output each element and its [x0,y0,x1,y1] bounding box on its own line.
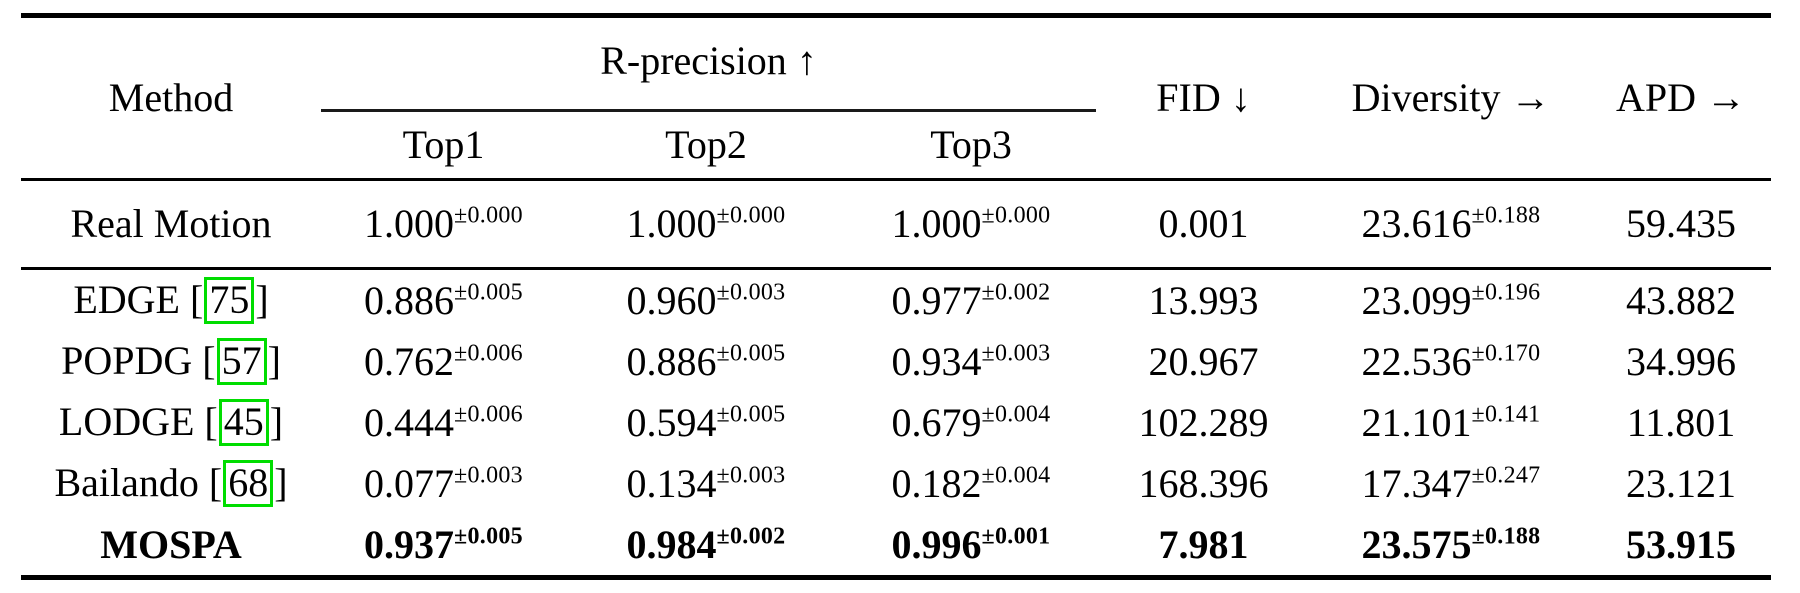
stddev-superscript: ±0.188 [1471,202,1541,229]
cell-top3: 0.996±0.001 [891,521,1051,567]
citation-link[interactable]: 45 [218,399,269,446]
results-table: Method R-precision ↑ FID ↓ Diversity → A… [21,13,1772,580]
cell-diversity: 23.099±0.196 [1361,277,1541,323]
cell-method: EDGE [75] [73,277,269,324]
cell-fid: 168.396 [1138,460,1269,506]
col-header-top2: Top2 [665,122,747,167]
cell-fid: 7.981 [1158,521,1249,567]
stddev-superscript: ±0.006 [454,340,523,367]
method-rows: EDGE [75] 0.886±0.005 0.960±0.003 0.977±0.0… [21,269,1771,578]
cell-top3: 0.679±0.004 [891,399,1051,445]
stddev-superscript: ±0.196 [1471,279,1541,306]
stddev-superscript: ±0.003 [454,462,523,489]
cell-apd: 59.435 [1626,201,1737,246]
cell-fid: 13.993 [1148,277,1259,323]
stddev-superscript: ±0.247 [1471,462,1541,489]
reference-rows: Real Motion 1.000±0.000 1.000±0.000 1.000±0… [21,180,1772,269]
cell-method: Bailando [68] [54,460,288,507]
stddev-superscript: ±0.141 [1471,401,1541,428]
stddev-superscript: ±0.188 [1471,523,1541,550]
col-header-fid: FID ↓ [1156,75,1251,120]
cell-top2: 1.000±0.000 [626,201,786,246]
citation-link[interactable]: 57 [216,338,267,385]
col-header-diversity: Diversity → [1351,75,1551,120]
stddev-superscript: ±0.005 [716,340,786,367]
citation-link[interactable]: 68 [223,460,274,507]
stddev-superscript: ±0.004 [981,462,1051,489]
stddev-superscript: ±0.170 [1471,340,1541,367]
col-header-apd: APD → [1616,75,1747,120]
cell-diversity: 17.347±0.247 [1361,460,1541,506]
table-row-mospa: MOSPA 0.937±0.005 0.984±0.002 0.996±0.001 7.… [21,514,1771,578]
cell-top2: 0.984±0.002 [626,521,786,567]
cell-diversity: 23.616±0.188 [1361,201,1541,246]
table-row-lodge: LODGE [45] 0.444±0.006 0.594±0.005 0.679±0.… [21,392,1771,453]
stddev-superscript: ±0.005 [454,279,523,306]
cell-fid: 20.967 [1148,338,1259,384]
cell-top3: 0.934±0.003 [891,338,1051,384]
cell-diversity: 23.575±0.188 [1361,521,1541,567]
cell-top1: 0.444±0.006 [364,399,523,445]
stddev-superscript: ±0.000 [454,202,523,229]
cell-top1: 1.000±0.000 [364,201,523,246]
stddev-superscript: ±0.002 [981,279,1051,306]
cell-top3: 0.977±0.002 [891,277,1051,323]
cell-top2: 0.960±0.003 [626,277,786,323]
stddev-superscript: ±0.000 [716,202,786,229]
stddev-superscript: ±0.003 [716,279,786,306]
cell-apd: 23.121 [1626,460,1737,506]
table-row-edge: EDGE [75] 0.886±0.005 0.960±0.003 0.977±0.0… [21,269,1771,332]
table-row-bailando: Bailando [68] 0.077±0.003 0.134±0.003 0.182… [21,453,1771,514]
table-row-popdg: POPDG [57] 0.762±0.006 0.886±0.005 0.934±0.… [21,331,1771,392]
cell-apd: 11.801 [1626,399,1736,445]
cell-top1: 0.937±0.005 [364,521,523,567]
cell-top1: 0.886±0.005 [364,277,523,323]
cell-fid: 102.289 [1138,399,1269,445]
col-header-method: Method [108,75,234,120]
stddev-superscript: ±0.003 [981,340,1051,367]
cell-method: POPDG [57] [61,338,281,385]
header-row-2: Top1 Top2 Top3 [21,111,1771,180]
cell-top2: 0.886±0.005 [626,338,786,384]
stddev-superscript: ±0.005 [716,401,786,428]
cell-top3: 1.000±0.000 [891,201,1051,246]
stddev-superscript: ±0.006 [454,401,523,428]
cell-top2: 0.594±0.005 [626,399,786,445]
results-table-container: Method R-precision ↑ FID ↓ Diversity → A… [21,13,1772,580]
stddev-superscript: ±0.003 [716,462,786,489]
table-row-real-motion: Real Motion 1.000±0.000 1.000±0.000 1.000±0… [21,180,1771,269]
header-row-1: Method R-precision ↑ FID ↓ Diversity → A… [21,15,1771,120]
citation-link[interactable]: 75 [204,277,255,324]
stddev-superscript: ±0.001 [981,523,1051,550]
cell-top2: 0.134±0.003 [626,460,786,506]
cell-diversity: 21.101±0.141 [1361,399,1541,445]
cell-fid: 0.001 [1158,201,1249,246]
cell-diversity: 22.536±0.170 [1361,338,1541,384]
col-header-r-precision: R-precision ↑ [321,15,1097,112]
cell-apd: 34.996 [1626,338,1737,384]
cell-top1: 0.077±0.003 [364,460,523,506]
cell-top1: 0.762±0.006 [364,338,523,384]
table-header: Method R-precision ↑ FID ↓ Diversity → A… [21,15,1772,180]
cell-apd: 43.882 [1626,277,1737,323]
col-header-top1: Top1 [402,122,485,167]
stddev-superscript: ±0.002 [716,523,786,550]
cell-apd: 53.915 [1626,521,1737,567]
cell-method: MOSPA [100,521,242,567]
cell-top3: 0.182±0.004 [891,460,1051,506]
stddev-superscript: ±0.005 [454,523,523,550]
stddev-superscript: ±0.004 [981,401,1051,428]
stddev-superscript: ±0.000 [981,202,1051,229]
cell-method: LODGE [45] [58,399,284,446]
cell-method: Real Motion [70,201,272,246]
col-header-top3: Top3 [930,122,1012,167]
